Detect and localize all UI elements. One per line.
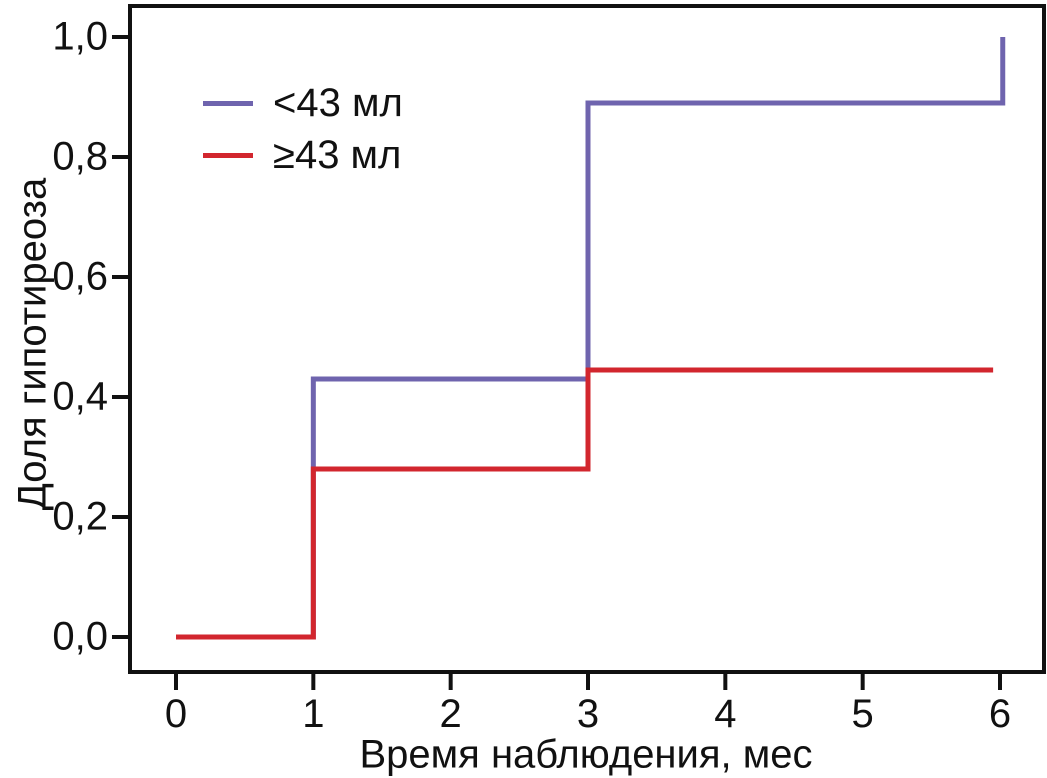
legend-label-ge43: ≥43 мл bbox=[273, 133, 402, 177]
y-axis-title: Доля гипотиреоза bbox=[10, 177, 55, 511]
x-tick-label: 2 bbox=[439, 692, 462, 736]
x-axis-title: Время наблюдения, мес bbox=[359, 732, 813, 777]
x-tick-label: 3 bbox=[576, 692, 600, 736]
y-tick-label: 0,0 bbox=[52, 614, 108, 659]
y-tick-label: 0,4 bbox=[52, 374, 108, 419]
axis-ticks bbox=[112, 35, 1002, 690]
x-tick-label: 6 bbox=[988, 692, 1012, 736]
y-tick-label: 0,8 bbox=[52, 134, 108, 179]
x-tick-label: 5 bbox=[851, 692, 874, 736]
y-tick-label: 1,0 bbox=[52, 14, 108, 59]
legend-swatch-purple-line bbox=[203, 100, 253, 106]
y-tick-label: 0,2 bbox=[52, 494, 108, 539]
legend-label-lt43: <43 мл bbox=[273, 81, 403, 125]
series-line-1 bbox=[176, 367, 994, 640]
series-lines bbox=[176, 37, 1006, 640]
legend-item-ge43: ≥43 мл bbox=[203, 129, 403, 181]
x-tick-label: 0 bbox=[164, 692, 188, 736]
legend: <43 мл ≥43 мл bbox=[203, 77, 403, 181]
x-tick-label: 1 bbox=[302, 692, 325, 736]
x-tick-label: 4 bbox=[714, 692, 737, 736]
y-tick-label: 0,6 bbox=[52, 254, 108, 299]
legend-swatch-red-line bbox=[203, 152, 253, 158]
legend-item-lt43: <43 мл bbox=[203, 77, 403, 129]
